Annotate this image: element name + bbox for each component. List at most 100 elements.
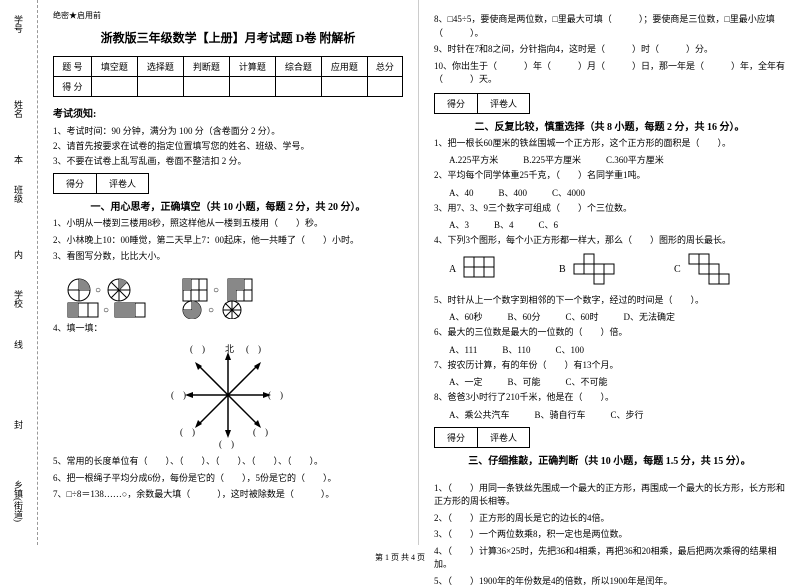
opt: C、不可能 — [566, 375, 608, 388]
opt: C、100 — [556, 343, 585, 356]
opt: A、乘公共汽车 — [449, 408, 510, 421]
binding-label: 班级 — [12, 185, 25, 203]
svg-text:○: ○ — [95, 285, 101, 296]
grader-label: 评卷人 — [477, 93, 530, 114]
q2-6: 6、最大的三位数是最大的一位数的（ ）倍。 — [434, 326, 785, 340]
q1-9: 9、时针在7和8之间，分针指向4，这时是（ ）时（ ）分。 — [434, 43, 785, 57]
score-box: 得分 评卷人 — [53, 173, 403, 194]
th-total: 总分 — [367, 57, 402, 77]
q1-5: 5、常用的长度单位有（ ）、（ ）、（ ）、（ ）、（ ）。 — [53, 455, 403, 469]
score-label: 得分 — [434, 427, 477, 448]
left-column: 绝密★启用前 浙教版三年级数学【上册】月考试题 D卷 附解析 题 号 填空题 选… — [38, 0, 419, 545]
svg-text:○: ○ — [103, 305, 109, 316]
q1-4: 4、填一填： — [53, 322, 403, 336]
notice-title: 考试须知: — [53, 105, 403, 120]
opt: C、步行 — [611, 408, 644, 421]
section-3-heading: 三、仔细推敲，正确判断（共 10 小题，每题 1.5 分，共 15 分）。 — [434, 452, 785, 467]
grader-label: 评卷人 — [96, 173, 149, 194]
confidential-label: 绝密★启用前 — [53, 10, 403, 21]
opt: B、60分 — [508, 310, 541, 323]
opt: B、110 — [502, 343, 530, 356]
q1-1: 1、小明从一楼到三楼用8秒，照这样他从一楼到五楼用（ ）秒。 — [53, 217, 403, 231]
exam-title: 浙教版三年级数学【上册】月考试题 D卷 附解析 — [53, 29, 403, 46]
q3-5: 5、（ ）1900年的年份数是4的倍数，所以1900年是闰年。 — [434, 575, 785, 588]
instructions: 1、考试时间：90 分钟，满分为 100 分（含卷面分 2 分）。 2、请首先按… — [53, 124, 403, 167]
binding-label: 学号 — [12, 15, 25, 33]
svg-text:( ): ( ) — [219, 439, 234, 449]
fraction-diagram: ○ ○ ○ ○ — [53, 267, 393, 319]
opt: A、40 — [449, 186, 474, 199]
score-label: 得分 — [53, 173, 96, 194]
th-judge: 判断题 — [183, 57, 229, 77]
svg-text:( ): ( ) — [268, 390, 283, 400]
opt: A.225平方米 — [449, 153, 498, 166]
binding-nei: 内 — [12, 250, 25, 259]
binding-feng: 封 — [12, 420, 25, 429]
th-choice: 选择题 — [137, 57, 183, 77]
section-1-heading: 一、用心思考，正确填空（共 10 小题，每题 2 分，共 20 分）。 — [53, 198, 403, 213]
notice-1: 1、考试时间：90 分钟，满分为 100 分（含卷面分 2 分）。 — [53, 124, 403, 137]
th-num: 题 号 — [54, 57, 92, 77]
opt: A、3 — [449, 218, 469, 231]
score-box-3: 得分 评卷人 — [434, 427, 785, 448]
notice-3: 3、不要在试卷上乱写乱画，卷面不整洁扣 2 分。 — [53, 154, 403, 167]
th-comp: 综合题 — [275, 57, 321, 77]
binding-label: 乡镇(街道) — [12, 480, 25, 522]
binding-ben: 本 — [12, 155, 25, 164]
svg-text:A: A — [449, 264, 457, 275]
binding-margin: 学号 姓名 本 班级 内 学校 线 封 乡镇(街道) — [0, 0, 38, 545]
svg-text:( ): ( ) — [180, 427, 195, 437]
svg-text:B: B — [559, 264, 566, 275]
score-label: 得分 — [434, 93, 477, 114]
q2-2: 2、平均每个同学体重25千克，（ ）名同学重1吨。 — [434, 169, 785, 183]
opt: C、4000 — [552, 186, 585, 199]
binding-label: 学校 — [12, 290, 25, 308]
q1-2: 2、小林晚上10：00睡觉，第二天早上7：00起床，他一共睡了（ ）小时。 — [53, 234, 403, 248]
opt: A、一定 — [449, 375, 483, 388]
svg-text:( ): ( ) — [190, 344, 205, 354]
binding-xian: 线 — [12, 340, 25, 349]
q2-7: 7、按农历计算，有的年份（ ）有13个月。 — [434, 359, 785, 373]
th-calc: 计算题 — [229, 57, 275, 77]
svg-text:( ): ( ) — [246, 344, 261, 354]
svg-text:北: 北 — [225, 344, 234, 354]
q1-8: 8、□45÷5，要使商是两位数，□里最大可填（ ）；要使商是三位数，□里最小应填… — [434, 13, 785, 40]
td-score: 得 分 — [54, 77, 92, 97]
q2-3: 3、用7、3、9三个数字可组成（ ）个三位数。 — [434, 202, 785, 216]
compass-diagram: ( )北( ) ( )( ) ( )( )( ) — [168, 340, 288, 450]
score-box-2: 得分 评卷人 — [434, 93, 785, 114]
svg-text:( ): ( ) — [253, 427, 268, 437]
grader-label: 评卷人 — [477, 427, 530, 448]
opt: A、60秒 — [449, 310, 483, 323]
q3-3: 3、（ ）一个两位数乘8，积一定也是两位数。 — [434, 528, 785, 542]
q2-1: 1、把一根长60厘米的铁丝围城一个正方形，这个正方形的面积是（ ）。 — [434, 137, 785, 151]
q1-6: 6、把一根绳子平均分成6份，每份是它的（ ），5份是它的（ ）。 — [53, 472, 403, 486]
page-footer: 第 1 页 共 4 页 — [0, 552, 800, 563]
opt: B、骑自行车 — [535, 408, 586, 421]
q1-7: 7、□÷8＝138……○，余数最大填（ ），这时被除数是（ ）。 — [53, 488, 403, 502]
opt: C.360平方厘米 — [606, 153, 664, 166]
q3-2: 2、（ ）正方形的周长是它的边长的4倍。 — [434, 512, 785, 526]
notice-2: 2、请首先按要求在试卷的指定位置填写您的姓名、班级、学号。 — [53, 139, 403, 152]
binding-label: 姓名 — [12, 100, 25, 118]
opt: A、111 — [449, 343, 477, 356]
opt: B、4 — [494, 218, 514, 231]
opt: B、可能 — [508, 375, 541, 388]
opt: C、6 — [539, 218, 559, 231]
svg-text:○: ○ — [213, 285, 219, 296]
fraction-shapes: ○ ○ ○ ○ — [53, 267, 403, 319]
q1-10: 10、你出生于（ ）年（ ）月（ ）日，那一年是（ ）年，全年有（ ）天。 — [434, 60, 785, 87]
opt: B.225平方厘米 — [523, 153, 581, 166]
q2-5: 5、时针从上一个数字到相邻的下一个数字，经过的时间是（ ）。 — [434, 294, 785, 308]
q1-3: 3、看图写分数，比比大小。 — [53, 250, 403, 264]
svg-text:○: ○ — [208, 305, 214, 316]
opt: D、无法确定 — [624, 310, 676, 323]
q2-4: 4、下列3个图形，每个小正方形都一样大，那么（ ）图形的周长最长。 — [434, 234, 785, 248]
th-app: 应用题 — [321, 57, 367, 77]
th-fill: 填空题 — [91, 57, 137, 77]
opt: B、400 — [499, 186, 528, 199]
q3-1: 1、（ ）用同一条铁丝先围成一个最大的正方形，再围成一个最大的长方形，长方形和正… — [434, 482, 785, 509]
q2-8: 8、爸爸3小时行了210千米，他是在（ ）。 — [434, 391, 785, 405]
svg-text:C: C — [674, 264, 681, 275]
right-column: 8、□45÷5，要使商是两位数，□里最大可填（ ）；要使商是三位数，□里最小应填… — [419, 0, 800, 545]
